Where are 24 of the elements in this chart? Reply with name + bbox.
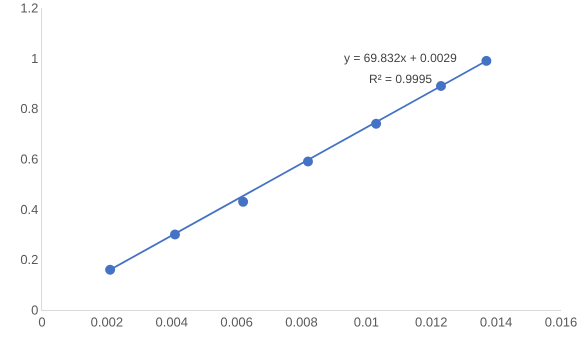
y-tick-label: 0.2 — [20, 252, 38, 268]
point — [302, 156, 313, 167]
y-tick-label: 0.4 — [20, 202, 38, 217]
x-tick-label: 0.004 — [155, 314, 188, 330]
point — [170, 230, 180, 240]
y-tick-label: 0.8 — [20, 101, 38, 116]
annotation: y = 69.832x + 0.0029 — [344, 51, 458, 65]
x-tick-label: 0.002 — [90, 314, 124, 330]
x-tick-label: 0.01 — [354, 314, 380, 330]
point — [105, 264, 116, 275]
x-tick-label: 0.012 — [414, 314, 448, 330]
point — [481, 56, 492, 66]
y-tick-label: 0 — [31, 302, 38, 318]
y-tick-label: 0.6 — [20, 152, 38, 167]
y-tick-label: 1.2 — [20, 0, 38, 16]
x-tick-label: 0.008 — [285, 314, 318, 330]
point — [436, 81, 446, 92]
y-tick-label: 1 — [31, 50, 38, 66]
annotation: R² = 0.9995 — [369, 72, 432, 86]
x-tick-label: 0.014 — [480, 314, 512, 330]
point — [238, 196, 248, 207]
x-tick-label: 0.016 — [544, 314, 578, 330]
point — [371, 118, 382, 129]
x-tick-label: 0.006 — [220, 314, 253, 330]
